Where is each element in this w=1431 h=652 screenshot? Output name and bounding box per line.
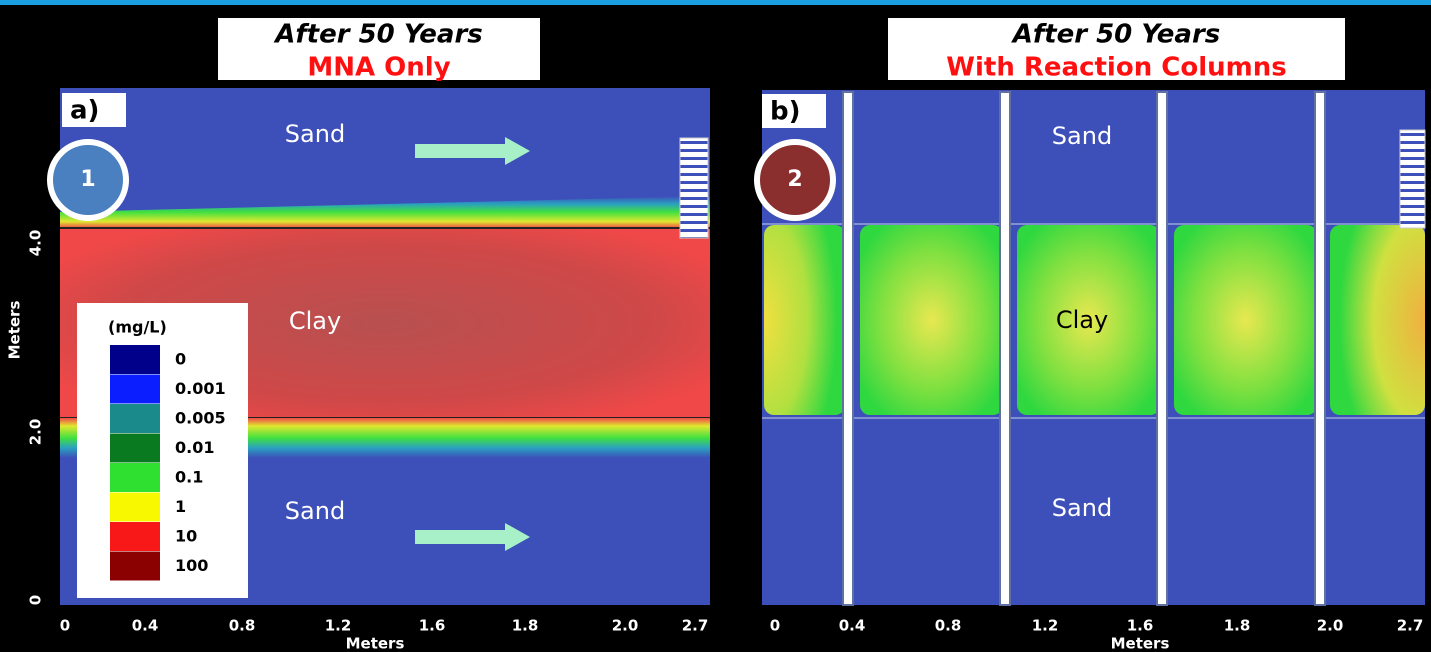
clay-segment	[764, 225, 845, 415]
region-label: Clay	[289, 307, 341, 335]
legend-label: 0.01	[175, 438, 214, 457]
x-tick-label: 0.8	[935, 617, 962, 635]
panel-title: After 50 Years	[1011, 20, 1221, 50]
legend-label: 0	[175, 350, 186, 369]
legend-swatch	[110, 493, 160, 522]
legend-swatch	[110, 404, 160, 433]
reaction-column	[1000, 92, 1010, 605]
x-tick-label: 2.7	[1397, 617, 1424, 635]
region-label: Sand	[1052, 122, 1112, 150]
x-tick-label: 0.4	[132, 617, 159, 635]
badge-number: 2	[787, 167, 802, 192]
x-tick-label: 1.8	[1224, 617, 1251, 635]
figure: After 50 YearsMNA OnlyAfter 50 YearsWith…	[0, 0, 1431, 652]
top-rule	[0, 0, 1431, 5]
x-tick-label: 2.0	[612, 617, 639, 635]
region-label: Sand	[285, 120, 345, 148]
region-label: Clay	[1056, 306, 1108, 334]
panel-title: After 50 Years	[273, 20, 483, 50]
legend-title: (mg/L)	[108, 318, 167, 337]
x-tick-label: 1.6	[1127, 617, 1154, 635]
legend-label: 10	[175, 527, 197, 546]
y-tick-label: 2.0	[27, 419, 45, 446]
panel-subtitle: MNA Only	[307, 53, 450, 83]
legend-swatch	[110, 463, 160, 492]
x-tick-label: 1.2	[1032, 617, 1059, 635]
x-axis-title: Meters	[1111, 635, 1170, 652]
legend-swatch	[110, 345, 160, 374]
reaction-column	[1157, 92, 1167, 605]
panel-subtitle: With Reaction Columns	[946, 53, 1286, 83]
x-tick-label: 1.8	[512, 617, 539, 635]
legend-swatch	[110, 522, 160, 551]
legend-label: 0.1	[175, 468, 203, 487]
x-tick-label: 2.0	[1317, 617, 1344, 635]
y-tick-label: 0	[27, 595, 45, 605]
legend-swatch	[110, 552, 160, 581]
x-tick-label: 2.7	[682, 617, 709, 635]
x-axis-title: Meters	[346, 635, 405, 652]
x-tick-label: 0.8	[229, 617, 256, 635]
x-tick-label: 0	[60, 617, 70, 635]
y-tick-label: 4.0	[27, 230, 45, 257]
hatch	[680, 138, 708, 238]
panel-label: b)	[770, 97, 801, 127]
badge-number: 1	[80, 167, 95, 192]
hatch	[1400, 130, 1425, 228]
reaction-column	[1315, 92, 1325, 605]
y-axis-title: Meters	[6, 301, 24, 360]
legend-label: 1	[175, 497, 186, 516]
clay-segment	[860, 225, 1003, 415]
reaction-column	[843, 92, 853, 605]
x-tick-label: 1.6	[419, 617, 446, 635]
legend-label: 100	[175, 556, 208, 575]
x-tick-label: 1.2	[325, 617, 352, 635]
region-label: Sand	[1052, 494, 1112, 522]
legend-swatch	[110, 434, 160, 463]
clay-segment	[1174, 225, 1317, 415]
x-tick-label: 0	[770, 617, 780, 635]
legend-box	[77, 303, 248, 598]
region-label: Sand	[285, 497, 345, 525]
legend-label: 0.005	[175, 409, 226, 428]
legend-swatch	[110, 375, 160, 404]
clay-segment	[1330, 225, 1425, 415]
x-tick-label: 0.4	[839, 617, 866, 635]
legend-label: 0.001	[175, 379, 226, 398]
panel-label: a)	[70, 96, 99, 126]
